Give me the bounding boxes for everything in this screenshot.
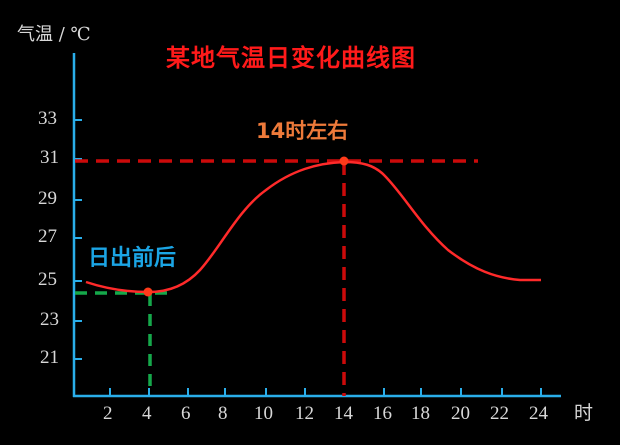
x-tick-label: 24: [529, 403, 548, 424]
low-annotation: 日出前后: [88, 246, 177, 271]
y-tick-label: 27: [38, 226, 57, 247]
x-ticks: [109, 388, 542, 396]
x-tick-label: 2: [103, 403, 113, 424]
y-tick-label: 25: [38, 269, 57, 290]
x-tick-label: 10: [254, 403, 273, 424]
x-tick-label: 8: [218, 403, 228, 424]
x-tick-label: 4: [142, 403, 152, 424]
peak-marker: [339, 156, 349, 166]
y-tick-label: 23: [40, 309, 59, 330]
x-tick-label: 20: [451, 403, 470, 424]
x-tick-label: 6: [181, 403, 191, 424]
low-marker: [143, 287, 153, 297]
y-tick-label: 33: [38, 108, 57, 129]
y-tick-label: 21: [40, 347, 59, 368]
x-tick-label: 16: [373, 403, 392, 424]
chart-title: 某地气温日变化曲线图: [166, 44, 416, 72]
y-ticks: [74, 119, 82, 360]
y-tick-label: 29: [38, 188, 57, 209]
temperature-curve: [85, 160, 541, 294]
x-tick-label: 14: [334, 403, 353, 424]
y-axis-label: 气温 / ℃: [17, 24, 91, 45]
x-tick-label: 22: [490, 403, 509, 424]
x-axis-label: 时: [574, 402, 594, 424]
x-tick-label: 18: [411, 403, 430, 424]
x-tick-label: 12: [295, 403, 314, 424]
peak-annotation: 14时左右: [256, 119, 349, 143]
y-tick-label: 31: [40, 147, 59, 168]
